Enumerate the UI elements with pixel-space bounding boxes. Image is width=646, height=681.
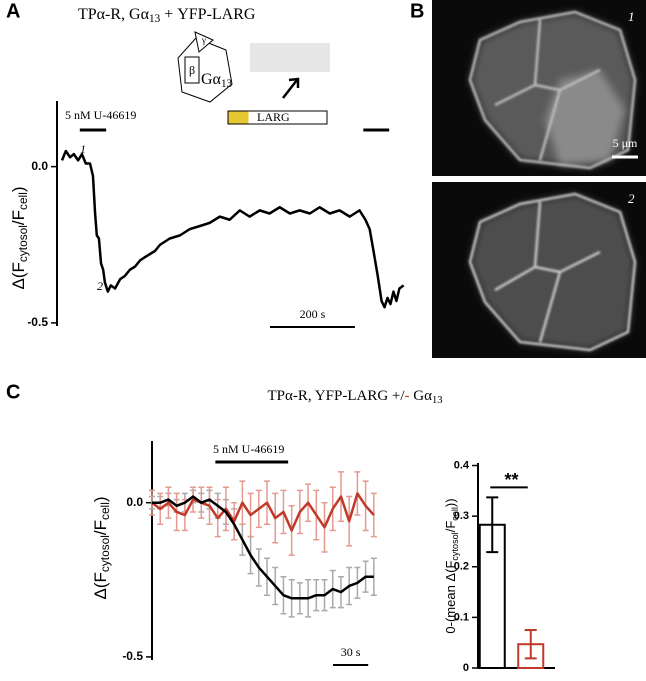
text-part: Gα [410, 388, 433, 404]
text-part: /F [91, 520, 110, 535]
alpha-label: Gα13 [201, 71, 233, 90]
scale-bar-label: 30 s [341, 645, 361, 659]
error-bar [486, 496, 499, 554]
y-tick-label: -0.5 [27, 315, 48, 329]
annotation: 2 [97, 279, 103, 293]
y-label-group: 0-(mean Δ(Fcytosol/Fcell)) [443, 498, 460, 633]
error-bar [370, 492, 377, 538]
alpha-subunit [177, 37, 233, 103]
text-part: ) [9, 186, 28, 192]
arrow [282, 79, 298, 99]
panel-label: C [6, 381, 20, 403]
cell-membranes [468, 10, 637, 170]
text-part: 13 [221, 78, 233, 90]
text-part: cytosol [98, 535, 112, 572]
annotation: 1 [80, 142, 86, 156]
y-tick-label: 0.2 [454, 561, 469, 573]
micrograph: 5 μm 1 2 [432, 0, 646, 358]
y-tick-label: 0.0 [126, 495, 143, 509]
cell [545, 70, 625, 165]
y-label-group: Δ(Fcytosol/Fcell) [9, 186, 30, 289]
bar [478, 523, 506, 670]
text-part: /F [9, 210, 28, 225]
y-axis-label: Δ(Fcytosol/Fcell) [91, 496, 112, 599]
error-bar [524, 629, 537, 660]
chart-title: TPα-R, YFP-LARG +/- Gα13 [268, 388, 443, 406]
text-part: Δ(F [9, 262, 28, 289]
significance-label: ** [504, 470, 518, 490]
panel-label: A [6, 0, 20, 22]
beta-label: β [189, 63, 195, 77]
text-part: TPα-R, Gα [78, 6, 150, 23]
y-label-group: Δ(Fcytosol/Fcell) [91, 496, 112, 599]
yfp-box [228, 111, 249, 124]
y-tick-label: 0.1 [454, 611, 469, 623]
gamma-subunit [194, 31, 214, 53]
y-tick-label: -0.5 [122, 649, 143, 663]
scale-bar-label: 200 s [300, 307, 326, 321]
text-part: cytosol [16, 225, 30, 262]
stimulus-label: 5 nM U-46619 [65, 108, 136, 122]
larg-box [227, 110, 328, 125]
effector-site [250, 43, 330, 72]
y-tick-label: 0.0 [31, 159, 48, 173]
text-part: TPα-R, YFP-LARG +/ [268, 388, 406, 404]
y-tick-label: 0.3 [454, 510, 469, 522]
y-axis-label: Δ(Fcytosol/Fcell) [9, 186, 30, 289]
text-part: 0-(mean Δ(F [443, 561, 458, 634]
image-label: 2 [628, 191, 635, 206]
arrow-head [288, 77, 300, 88]
text-part: ) [91, 496, 110, 502]
g-protein-diagram: β γ Gα13 LARG [177, 31, 330, 125]
text-part: cell [16, 192, 30, 210]
y-tick-label: 0.4 [454, 459, 470, 471]
text-part: cytosol [450, 532, 460, 560]
text-part: 13 [149, 13, 161, 25]
text-part: cell [98, 502, 112, 520]
cell-cluster [470, 194, 635, 350]
y-tick-label: 0 [463, 662, 469, 674]
text-part: Gα [201, 71, 222, 88]
cell-membranes [468, 192, 637, 352]
scale-label: 5 μm [613, 136, 638, 150]
panel-label: B [410, 0, 424, 22]
text-part: cell [450, 507, 460, 521]
text-part: + YFP-LARG [160, 6, 256, 23]
text-part: /F [443, 521, 458, 533]
series-line [60, 149, 405, 309]
series-line [151, 492, 375, 532]
series-line [152, 495, 374, 600]
text-part: 13 [432, 395, 443, 406]
stimulus-label: 5 nM U-46619 [213, 442, 284, 456]
image-label: 1 [628, 9, 635, 24]
text-part: )) [443, 498, 458, 507]
beta-subunit [184, 56, 200, 84]
gamma-label: γ [201, 35, 206, 45]
text-part: - [405, 388, 410, 404]
text-part: Δ(F [91, 572, 110, 599]
chart-title: TPα-R, Gα13 + YFP-LARG [78, 6, 256, 25]
larg-label: LARG [257, 110, 290, 124]
y-axis-label: 0-(mean Δ(Fcytosol/Fcell)) [443, 498, 460, 633]
